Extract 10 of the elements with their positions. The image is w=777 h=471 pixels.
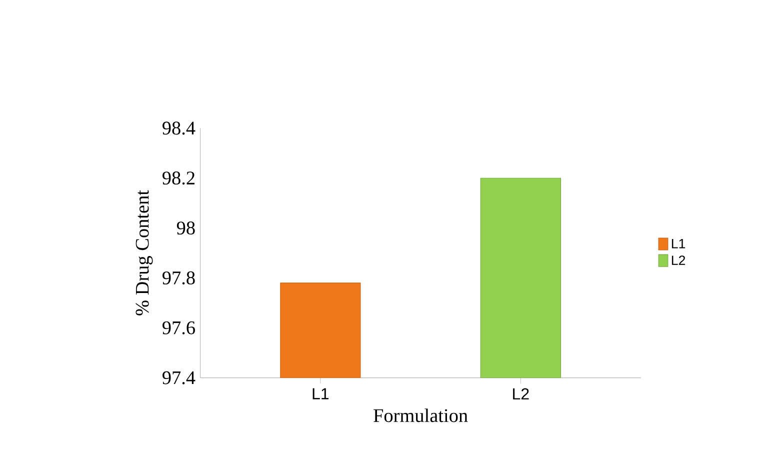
y-tick-label: 98.4 — [162, 121, 196, 135]
legend-label: L1 — [672, 238, 686, 248]
y-tick-label: 97.6 — [162, 321, 195, 334]
y-tick-label: 97.8 — [162, 271, 195, 284]
y-tick-label: 98 — [176, 221, 195, 234]
x-axis-title: Formulation — [374, 408, 468, 422]
y-tick-label: 98.2 — [162, 171, 194, 184]
y-tick-label: 97.4 — [162, 371, 196, 384]
legend-label: L2 — [672, 255, 686, 265]
y-axis-title: % Drug Content — [136, 190, 153, 316]
